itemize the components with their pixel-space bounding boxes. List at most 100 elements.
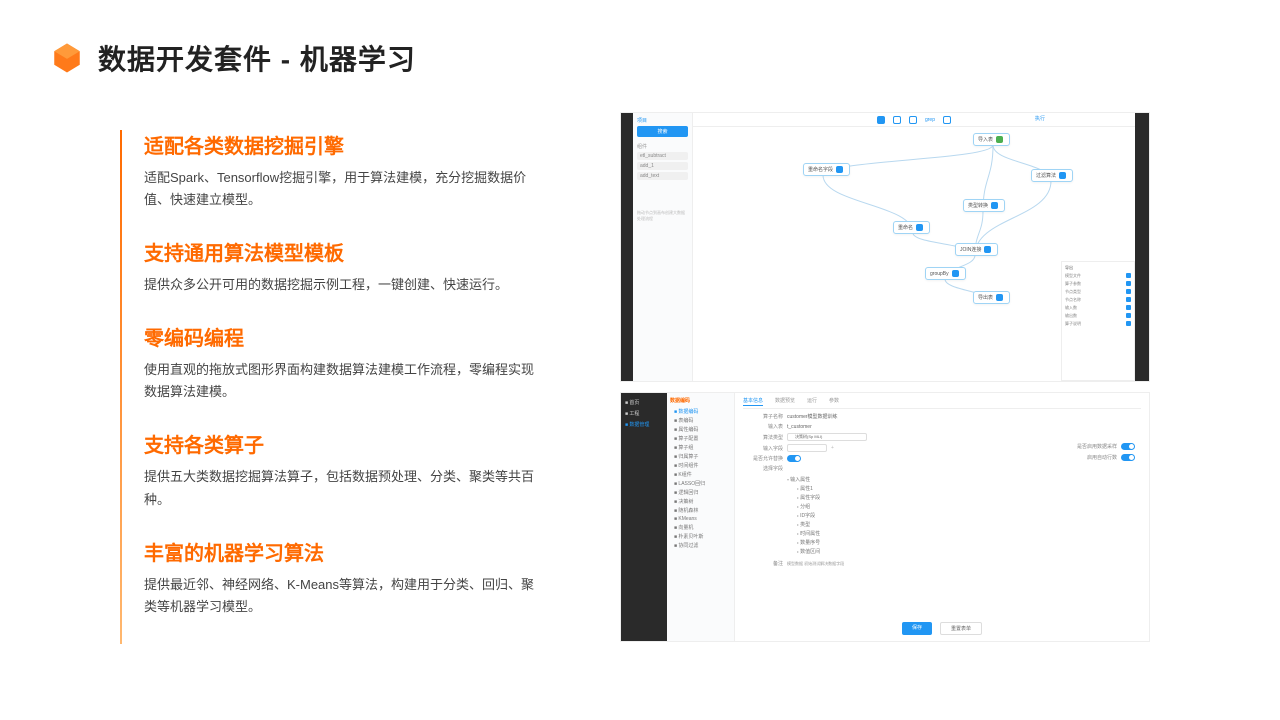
- value-input: t_customer: [787, 424, 812, 430]
- toggle-rt1[interactable]: [1121, 443, 1135, 450]
- workflow-node[interactable]: 类型转换: [963, 199, 1005, 212]
- nav-item[interactable]: ■ 数据管理: [625, 419, 663, 430]
- sidebar-item[interactable]: etl_subtract: [637, 152, 688, 160]
- tool-icon[interactable]: [943, 116, 951, 124]
- node-label: 类型转换: [968, 202, 988, 209]
- form-row-remark: 备注 模型数据 初始测试解决数据字段: [743, 560, 1141, 567]
- label-rt2: 启用自动行数: [1087, 454, 1117, 461]
- workflow-node[interactable]: 导出表: [973, 291, 1010, 304]
- sidebar-items: etl_subtract add_1 add_text: [637, 152, 688, 180]
- col-item[interactable]: 属性1: [797, 484, 1141, 493]
- node-icon: [952, 270, 959, 277]
- feature-desc: 适配Spark、Tensorflow挖掘引擎，用于算法建模，充分挖掘数据价值、快…: [144, 167, 540, 211]
- tool-icon[interactable]: [909, 116, 917, 124]
- tree-item[interactable]: ■ 朴素贝叶斯: [670, 532, 731, 541]
- toggle-force[interactable]: [787, 455, 801, 462]
- col-children: 属性1属性字段分组ID字段类型时间属性数量序号数值区间: [787, 484, 1141, 556]
- node-label: 重命名字段: [808, 166, 833, 173]
- config-tab[interactable]: 参数: [829, 397, 839, 406]
- save-button[interactable]: 保存: [902, 622, 932, 635]
- panel-row: 模型文件: [1065, 273, 1131, 279]
- tree-item[interactable]: ■ 归属算子: [670, 452, 731, 461]
- property-panel: 导出 模型文件算子参数节点类型节点名称输入数输出数算子说明: [1061, 261, 1135, 381]
- tree-item[interactable]: ■ 算子配置: [670, 434, 731, 443]
- column-tree: 输入属性 属性1属性字段分组ID字段类型时间属性数量序号数值区间: [787, 475, 1141, 556]
- workflow-node[interactable]: 重命名字段: [803, 163, 850, 176]
- tree-item[interactable]: ■ 协同过滤: [670, 541, 731, 550]
- col-item[interactable]: ID字段: [797, 511, 1141, 520]
- col-item[interactable]: 数值区间: [797, 547, 1141, 556]
- tree-item[interactable]: ■ 表编码: [670, 416, 731, 425]
- tree-item[interactable]: ■ 算子组: [670, 443, 731, 452]
- col-item[interactable]: 分组: [797, 502, 1141, 511]
- tree-item[interactable]: ■ LASSO回归: [670, 479, 731, 488]
- panel-row: 算子说明: [1065, 321, 1131, 327]
- tool-run-icon[interactable]: [877, 116, 885, 124]
- nav-item[interactable]: ■ 工程: [625, 408, 663, 419]
- tree-item[interactable]: ■ K组件: [670, 470, 731, 479]
- feature-item: 丰富的机器学习算法提供最近邻、神经网络、K-Means等算法，构建用于分类、回归…: [144, 537, 540, 618]
- feature-item: 支持通用算法模型模板提供众多公开可用的数据挖掘示例工程，一键创建、快速运行。: [144, 237, 540, 296]
- col-item[interactable]: 属性字段: [797, 493, 1141, 502]
- config-tab[interactable]: 数据预览: [775, 397, 795, 406]
- col-item[interactable]: 数量序号: [797, 538, 1141, 547]
- label-input: 输入表: [743, 423, 783, 430]
- input-col[interactable]: [787, 444, 827, 452]
- tree-item[interactable]: ■ 逻辑回归: [670, 488, 731, 497]
- tool-icon[interactable]: [893, 116, 901, 124]
- search-button[interactable]: 搜索: [637, 126, 688, 137]
- toggle-rt2[interactable]: [1121, 454, 1135, 461]
- tree-item[interactable]: ■ 向量机: [670, 523, 731, 532]
- label-name: 算子名称: [743, 413, 783, 420]
- screenshot-workflow: 项目 搜索 组件 etl_subtractadd_1add_text 拖动节点到…: [620, 112, 1150, 382]
- config-tab[interactable]: 基本信息: [743, 397, 763, 406]
- workflow-node[interactable]: 重命名: [893, 221, 930, 234]
- sidebar-tab[interactable]: 项目: [637, 117, 688, 124]
- workflow-node[interactable]: JOIN连接: [955, 243, 998, 256]
- page-title: 数据开发套件 - 机器学习: [98, 38, 416, 78]
- form-row-name: 算子名称 customer模型数据训练: [743, 413, 1141, 420]
- nav-item[interactable]: ■ 首页: [625, 397, 663, 408]
- config-main: 基本信息 数据预览 运行 参数 算子名称 customer模型数据训练 输入表 t_c…: [735, 393, 1149, 641]
- feature-desc: 提供众多公开可用的数据挖掘示例工程，一键创建、快速运行。: [144, 274, 540, 296]
- form-row-input: 输入表 t_customer: [743, 423, 1141, 430]
- node-icon: [1059, 172, 1066, 179]
- tree-item[interactable]: ■ KMeans: [670, 515, 731, 523]
- screenshot-area: 项目 搜索 组件 etl_subtractadd_1add_text 拖动节点到…: [620, 112, 1150, 652]
- page-header: 数据开发套件 - 机器学习: [50, 38, 416, 78]
- tree-item[interactable]: ■ 数据编码: [670, 407, 731, 416]
- col-item[interactable]: 类型: [797, 520, 1141, 529]
- component-sidebar: 项目 搜索 组件 etl_subtractadd_1add_text 拖动节点到…: [633, 113, 693, 381]
- feature-desc: 提供五大类数据挖掘算法算子，包括数据预处理、分类、聚类等共百种。: [144, 466, 540, 510]
- canvas-toolbar: grep: [693, 113, 1135, 127]
- app-right-rail: [1135, 113, 1149, 381]
- sidebar-item[interactable]: add_text: [637, 172, 688, 180]
- panel-row: 输出数: [1065, 313, 1131, 319]
- sidebar-help-text: 拖动节点到画布创建大数据处理流程: [637, 210, 688, 221]
- hexagon-icon: [50, 41, 84, 75]
- feature-item: 支持各类算子提供五大类数据挖掘算法算子，包括数据预处理、分类、聚类等共百种。: [144, 429, 540, 510]
- label-rt1: 是否启用数据采样: [1077, 443, 1117, 450]
- col-root[interactable]: 输入属性: [787, 475, 1141, 484]
- node-label: 过滤算法: [1036, 172, 1056, 179]
- feature-title: 支持各类算子: [144, 429, 540, 458]
- tree-item[interactable]: ■ 时间组件: [670, 461, 731, 470]
- node-label: JOIN连接: [960, 246, 981, 253]
- tree-item[interactable]: ■ 属性编码: [670, 425, 731, 434]
- run-label[interactable]: 执行: [1035, 115, 1045, 122]
- node-icon: [916, 224, 923, 231]
- button-bar: 保存 重置表单: [735, 622, 1149, 635]
- tree-item[interactable]: ■ 随机森林: [670, 506, 731, 515]
- workflow-node[interactable]: 导入表: [973, 133, 1010, 146]
- sidebar-item[interactable]: add_1: [637, 162, 688, 170]
- tree-items: ■ 数据编码■ 表编码■ 属性编码■ 算子配置■ 算子组■ 归属算子■ 时间组件…: [670, 407, 731, 550]
- label-remark: 备注: [743, 560, 783, 567]
- workflow-node[interactable]: groupBy: [925, 267, 966, 280]
- tree-item[interactable]: ■ 决策树: [670, 497, 731, 506]
- config-tab[interactable]: 运行: [807, 397, 817, 406]
- cancel-button[interactable]: 重置表单: [940, 622, 982, 635]
- workflow-node[interactable]: 过滤算法: [1031, 169, 1073, 182]
- panel-row: 输入数: [1065, 305, 1131, 311]
- col-item[interactable]: 时间属性: [797, 529, 1141, 538]
- panel-rows: 模型文件算子参数节点类型节点名称输入数输出数算子说明: [1065, 273, 1131, 327]
